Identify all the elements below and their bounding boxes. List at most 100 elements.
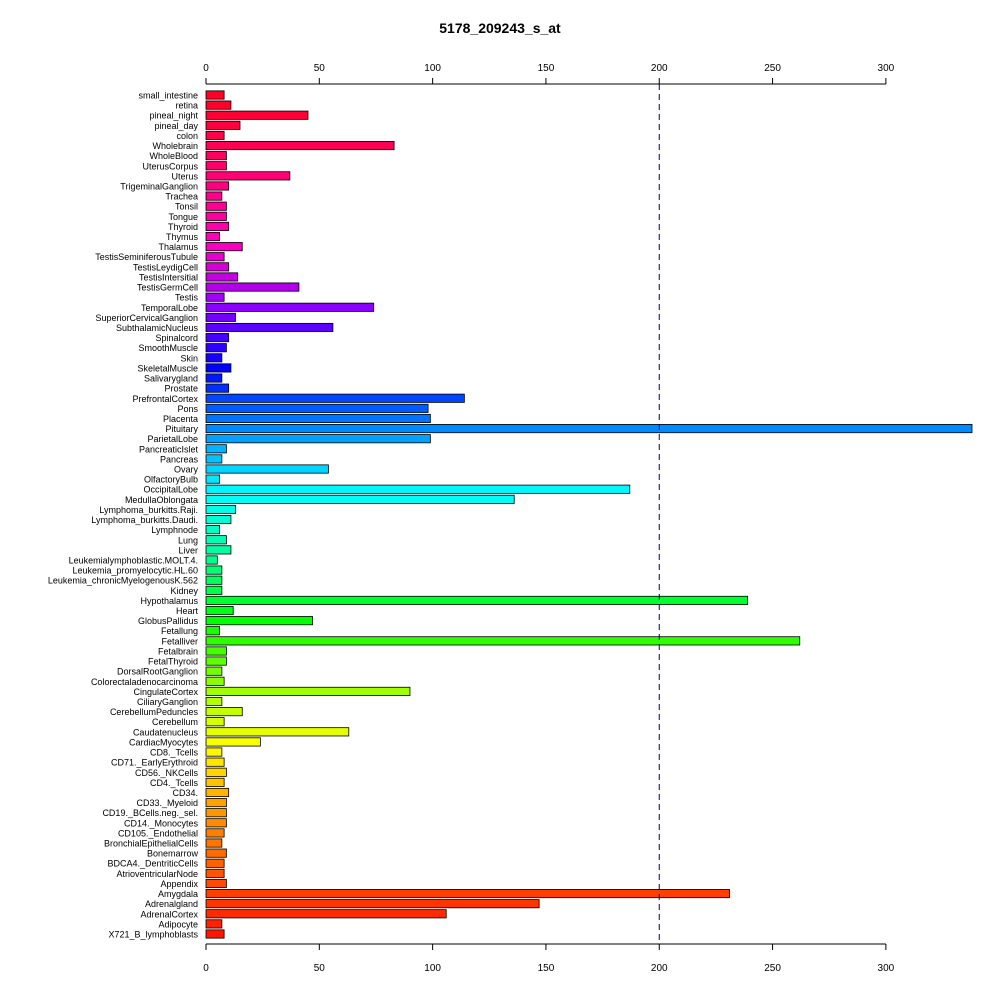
category-label: Colorectaladenocarcinoma <box>91 677 198 687</box>
bar <box>205 252 225 262</box>
bar <box>205 231 220 242</box>
bar <box>205 272 239 282</box>
bar <box>205 110 309 120</box>
bar <box>205 413 431 424</box>
category-label: small_intestine <box>138 91 198 101</box>
bar <box>205 899 540 909</box>
category-label: OlfactoryBulb <box>144 475 198 485</box>
bar <box>205 666 223 676</box>
chart-title: 5178_209243_s_at <box>439 20 561 36</box>
bar <box>205 363 232 373</box>
category-label: OccipitalLobe <box>143 485 198 495</box>
bar <box>205 565 223 575</box>
bar <box>205 818 227 828</box>
category-label: TestisGermCell <box>137 283 198 293</box>
category-label: TestisIntersitial <box>139 272 198 282</box>
bar <box>205 444 227 454</box>
bar <box>205 201 227 211</box>
category-label: pineal_day <box>154 121 198 131</box>
category-label: CD33._Myeloid <box>136 798 198 808</box>
bar <box>205 585 223 595</box>
category-label: WholeBlood <box>149 151 198 161</box>
category-label: Caudatenucleus <box>133 727 199 737</box>
category-label: Appendix <box>160 879 198 889</box>
x-tick-label: 150 <box>538 963 555 974</box>
bar <box>205 696 223 707</box>
category-label: SubthalamicNucleus <box>116 323 199 333</box>
bar <box>205 191 223 201</box>
category-label: X721_B_lymphoblasts <box>108 930 198 940</box>
category-label: AdrenalCortex <box>140 909 198 919</box>
category-label: BronchialEpithelialCells <box>104 839 199 849</box>
category-label: PrefrontalCortex <box>132 394 198 404</box>
category-label: CD105._Endothelial <box>118 828 198 838</box>
category-label: CD14._Monocytes <box>124 818 199 828</box>
bar <box>205 686 411 696</box>
category-label: TestisSeminiferousTubule <box>95 252 198 262</box>
x-tick-label: 50 <box>314 963 326 974</box>
bar <box>205 211 227 221</box>
category-label: Testis <box>175 293 199 303</box>
bar <box>205 777 225 787</box>
bar <box>205 353 223 363</box>
category-label: pineal_night <box>149 111 198 121</box>
category-label: CD34. <box>172 788 198 798</box>
category-label: PancreaticIslet <box>139 444 199 454</box>
bar <box>205 424 973 434</box>
bar <box>205 848 227 858</box>
category-label: Hypothalamus <box>140 596 198 606</box>
bar <box>205 868 225 878</box>
bar <box>205 181 230 191</box>
bar <box>205 312 236 322</box>
category-label: TestisLeydigCell <box>133 262 198 272</box>
bar <box>205 262 230 272</box>
bar <box>205 798 227 808</box>
bar <box>205 767 227 777</box>
bar <box>205 595 749 605</box>
category-label: Thymus <box>166 232 199 242</box>
x-tick-label: 200 <box>651 963 668 974</box>
category-label: CD56._NKCells <box>135 768 199 778</box>
bar <box>205 919 223 929</box>
bar <box>205 90 225 100</box>
category-label: CerebellumPeduncles <box>110 707 199 717</box>
bar <box>205 605 234 616</box>
category-label: TrigeminalGanglion <box>120 181 198 191</box>
category-label: Pituitary <box>165 424 198 434</box>
bar <box>205 403 429 413</box>
category-label: Lymphoma_burkitts.Raji. <box>99 505 198 515</box>
category-label: retina <box>175 101 198 111</box>
x-tick-label: 250 <box>764 63 781 74</box>
category-label: Heart <box>176 606 199 616</box>
category-label: Pons <box>177 404 198 414</box>
bar <box>205 161 227 171</box>
bar <box>205 727 350 737</box>
bar <box>205 242 243 252</box>
x-tick-label: 200 <box>651 63 668 74</box>
x-tick-label: 300 <box>878 63 895 74</box>
bar <box>205 171 291 181</box>
bar <box>205 393 465 403</box>
bar <box>205 858 225 868</box>
category-label: Prostate <box>164 384 198 394</box>
bar <box>205 130 225 140</box>
bar <box>205 434 431 444</box>
category-label: SuperiorCervicalGanglion <box>95 313 198 323</box>
category-label: SkeletalMuscle <box>137 363 198 373</box>
bar <box>205 464 329 474</box>
category-label: Amygdala <box>158 889 198 899</box>
bar <box>205 747 223 757</box>
x-tick-label: 0 <box>203 963 209 974</box>
bar <box>205 757 225 767</box>
bar <box>205 151 227 161</box>
category-label: CD4._Tcells <box>150 778 199 788</box>
bar <box>205 878 227 889</box>
bar <box>205 282 300 292</box>
category-label: AtrioventricularNode <box>116 869 198 879</box>
category-label: CiliaryGanglion <box>137 697 198 707</box>
category-label: Salivarygland <box>144 374 198 384</box>
bar <box>205 676 225 686</box>
bar <box>205 575 223 585</box>
category-label: Kidney <box>170 586 198 596</box>
bar <box>205 494 515 504</box>
